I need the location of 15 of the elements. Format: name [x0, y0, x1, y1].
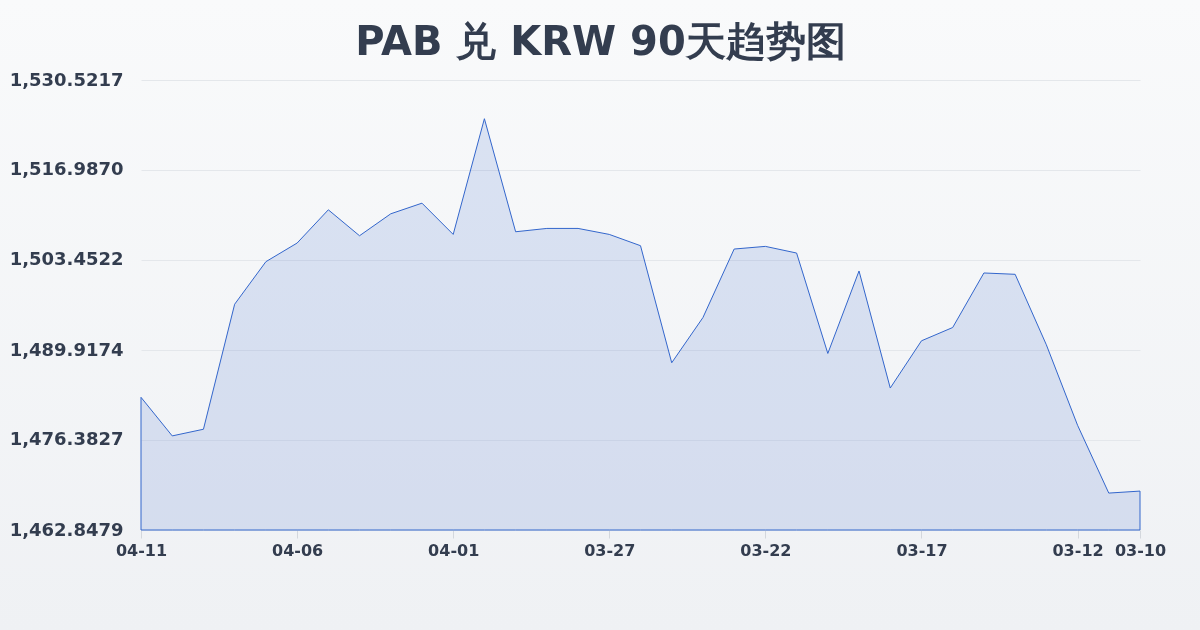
y-tick-label: 1,489.9174 [9, 338, 124, 360]
x-tick-label: 04-01 [428, 540, 480, 560]
y-tick-label: 1,503.4522 [9, 248, 124, 270]
chart-title: PAB 兑 KRW 90天趋势图 [355, 18, 846, 64]
x-tick-label: 04-11 [115, 540, 168, 560]
x-tick-label: 03-12 [1052, 540, 1104, 560]
y-tick-label: 1,516.9870 [9, 158, 124, 180]
y-tick-label: 1,476.3827 [9, 428, 124, 450]
y-tick-label: 1,462.8479 [9, 518, 124, 540]
x-tick-label: 03-22 [740, 540, 792, 560]
x-tick-label: 03-27 [584, 540, 636, 560]
x-tick-label: 04-06 [272, 540, 324, 560]
y-tick-label: 1,530.5217 [9, 68, 124, 90]
x-tick-label: 03-10 [1114, 540, 1167, 560]
x-tick-label: 03-17 [896, 540, 948, 560]
